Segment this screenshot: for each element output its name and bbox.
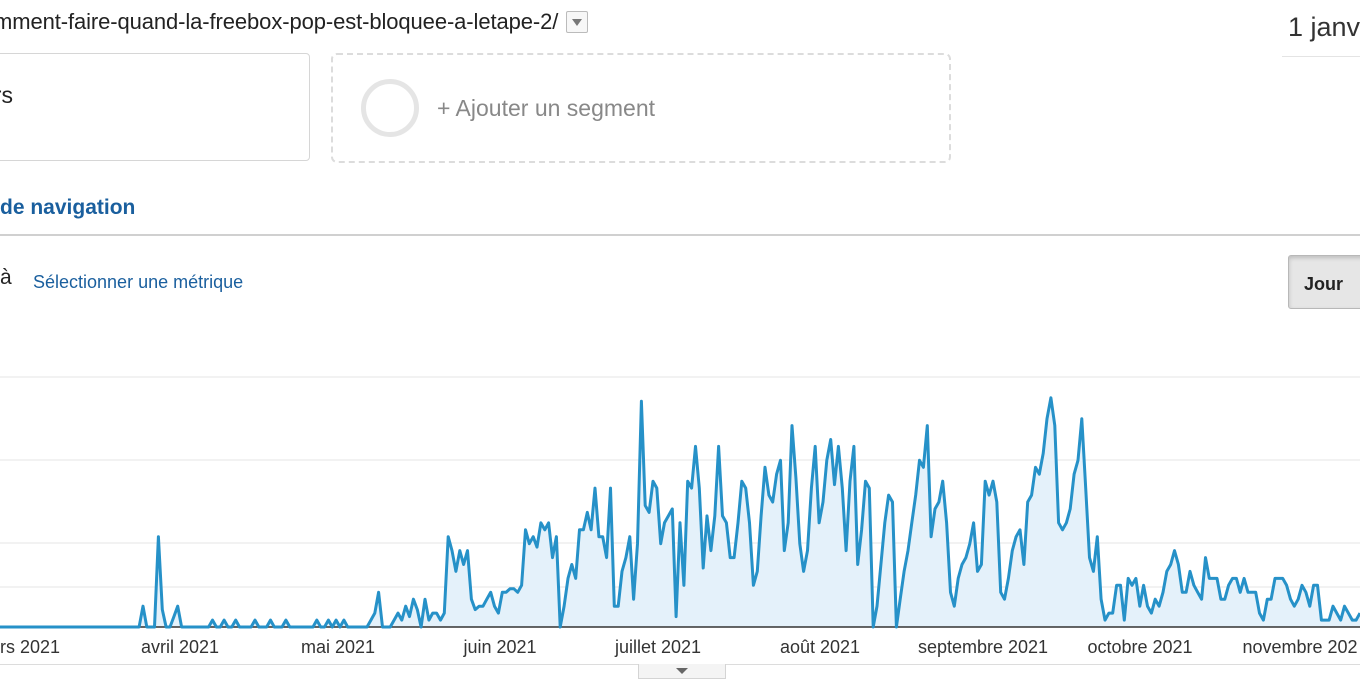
select-metric-link[interactable]: Sélectionner une métrique <box>33 272 244 292</box>
x-axis-month-label: octobre 2021 <box>1087 637 1192 657</box>
granularity-day-button[interactable]: Jour <box>1288 255 1360 309</box>
page-url-text: mment-faire-quand-la-freebox-pop-est-blo… <box>0 9 559 34</box>
add-segment-label: + Ajouter un segment <box>437 94 656 121</box>
segment-card-current[interactable]: urs <box>0 53 310 161</box>
vs-label: à <box>0 266 12 289</box>
chart-area-fill <box>0 397 1360 627</box>
x-axis-month-label: juillet 2021 <box>614 637 701 657</box>
chart-collapse-handle[interactable] <box>638 664 726 679</box>
chart-series-line <box>0 396 1360 629</box>
page-url-selector[interactable]: mment-faire-quand-la-freebox-pop-est-blo… <box>0 4 589 40</box>
x-axis-month-label: rs 2021 <box>0 637 60 657</box>
date-range-picker[interactable]: 1 janv <box>1282 0 1360 57</box>
granularity-day-label: Jour <box>1304 274 1344 294</box>
x-axis-month-label: août 2021 <box>780 637 860 657</box>
x-axis-month-label: avril 2021 <box>141 637 219 657</box>
chevron-down-icon <box>572 18 583 26</box>
date-range-text: 1 janv <box>1288 12 1360 42</box>
tab-navigation[interactable]: de navigation <box>0 196 136 219</box>
traffic-line-chart: rs 2021 avril 2021 mai 2021 juin 2021 juille… <box>0 376 1360 657</box>
url-dropdown-button[interactable] <box>566 11 589 33</box>
add-segment-button[interactable]: + Ajouter un segment <box>331 53 951 163</box>
x-axis-month-label: novembre 202 <box>1242 637 1357 657</box>
tab-divider <box>0 234 1360 236</box>
x-axis-month-label: mai 2021 <box>301 637 375 657</box>
segment-placeholder-circle-icon <box>361 79 419 137</box>
segment-label: urs <box>0 82 13 108</box>
x-axis-month-label: juin 2021 <box>462 637 536 657</box>
chevron-down-icon <box>676 668 688 674</box>
x-axis-month-label: septembre 2021 <box>918 637 1048 657</box>
